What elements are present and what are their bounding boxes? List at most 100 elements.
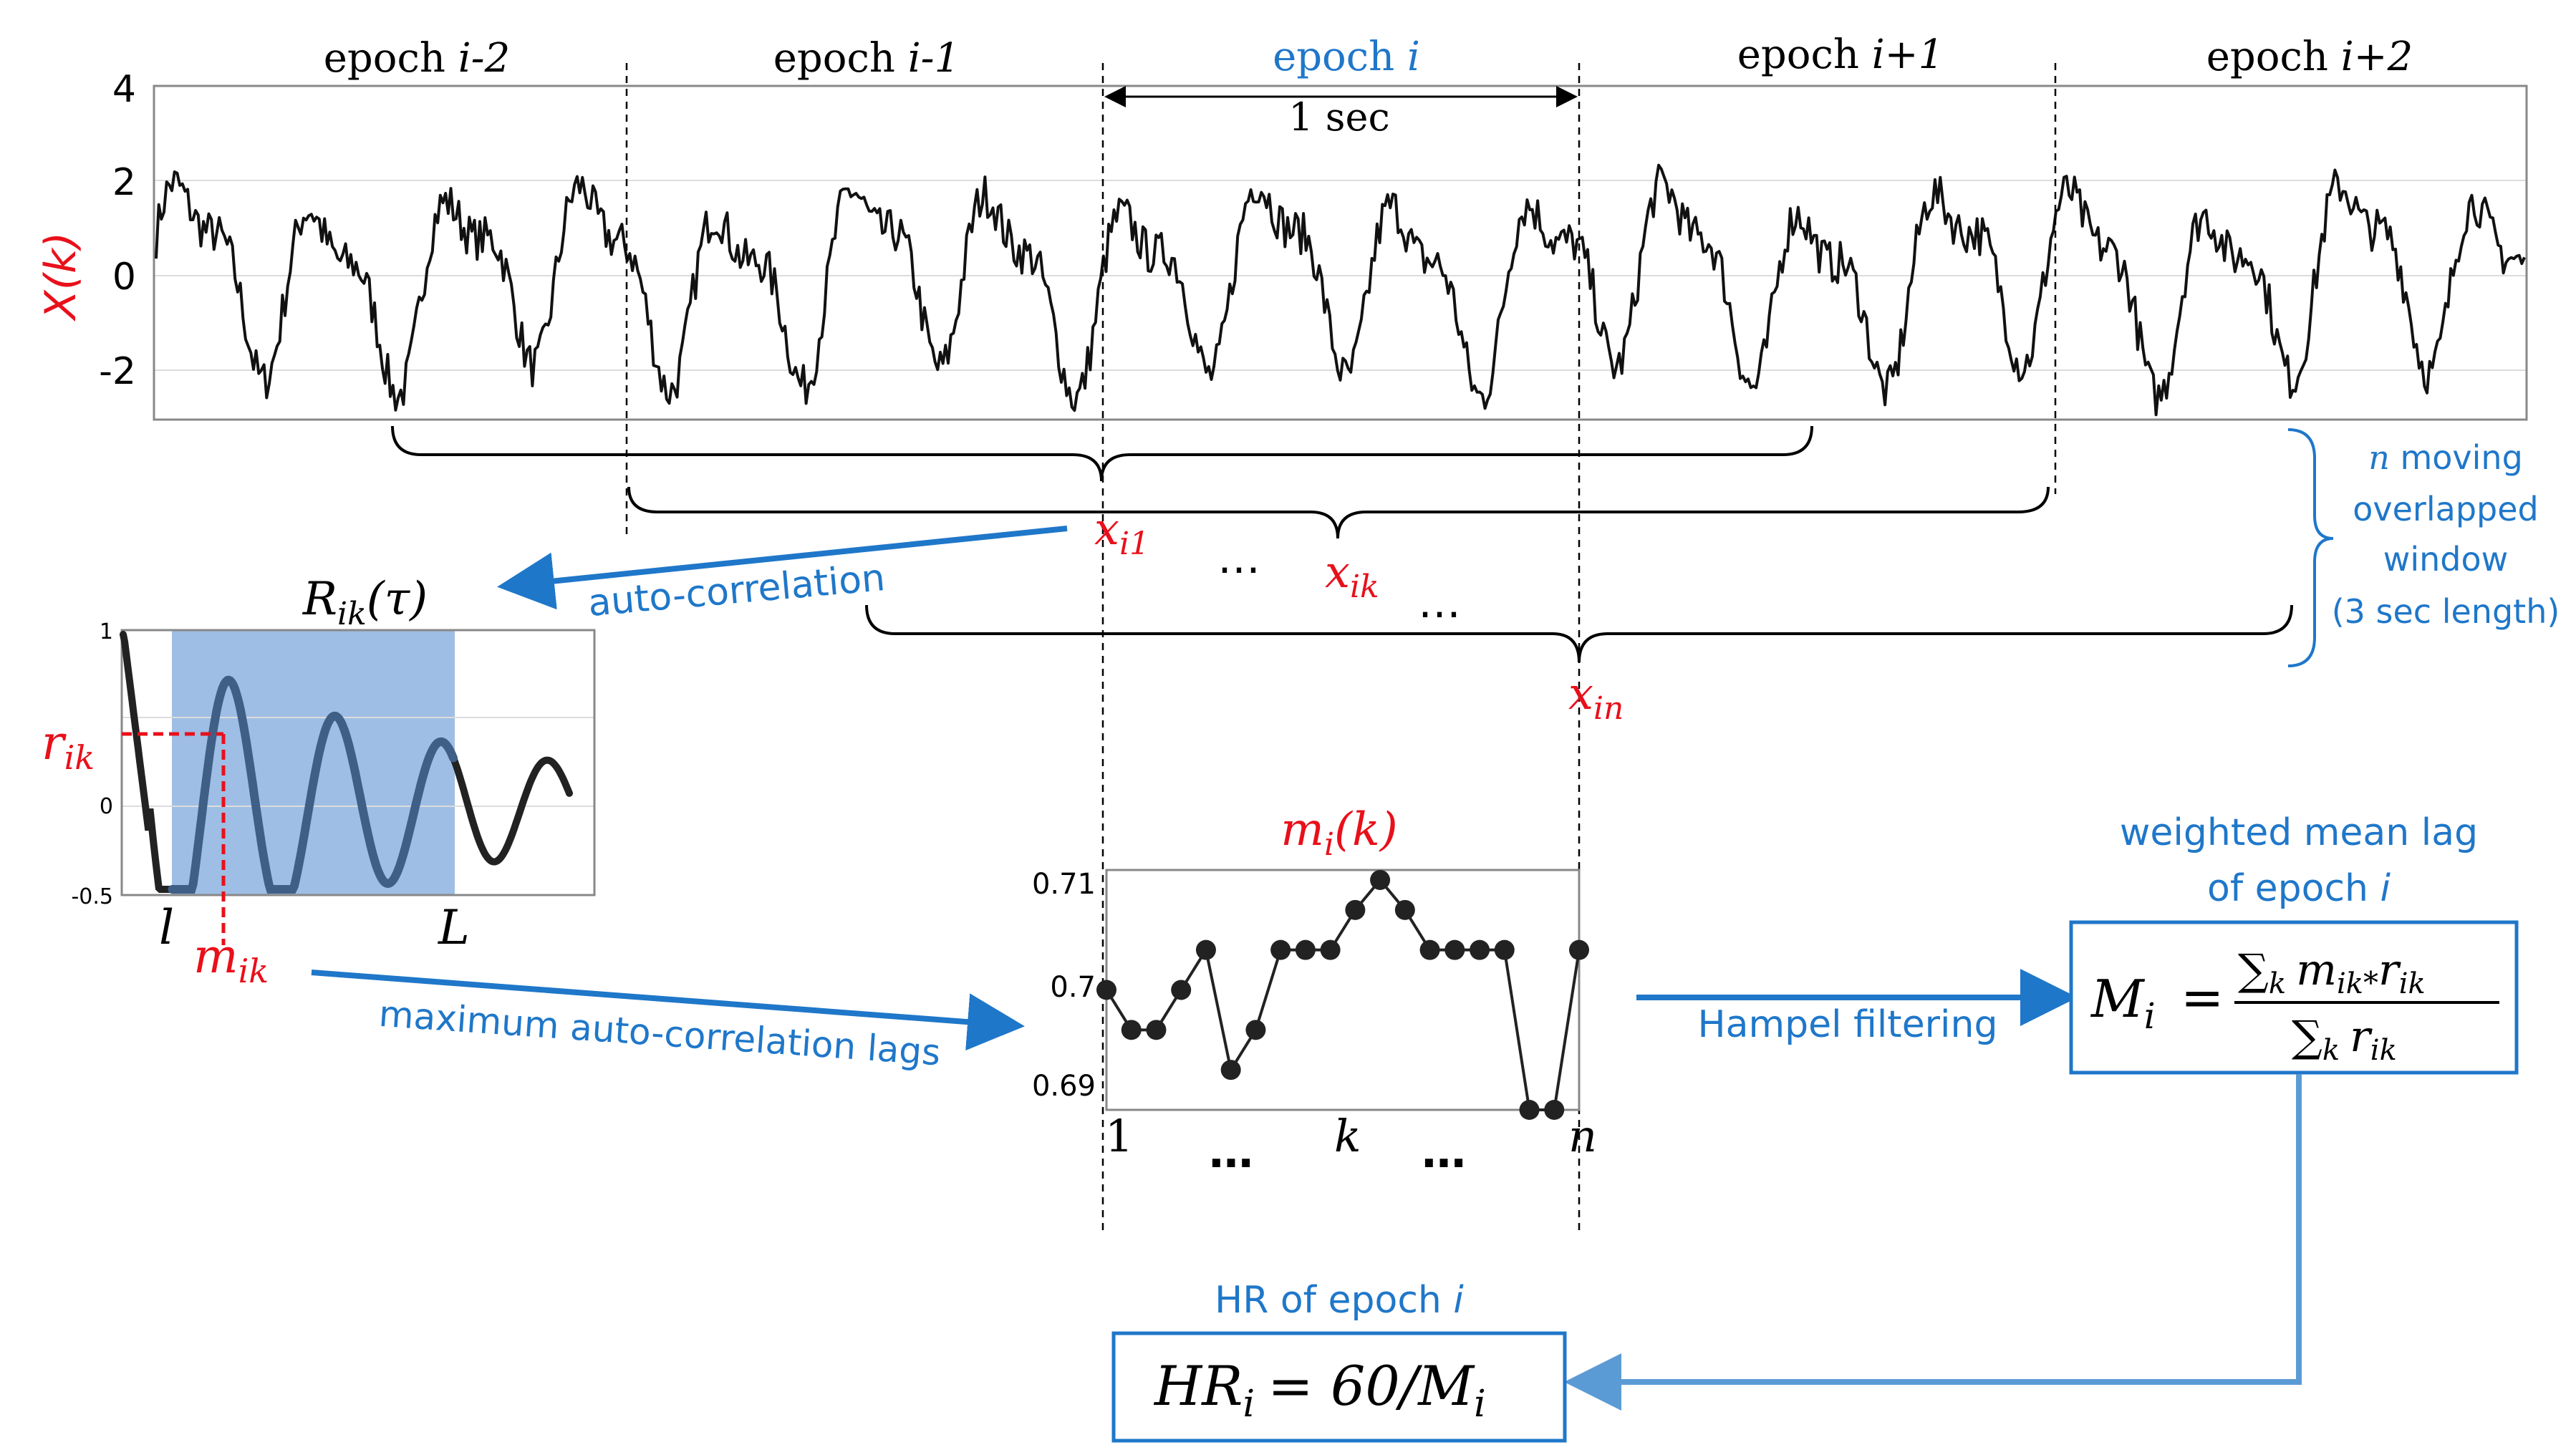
mi-point bbox=[1146, 1020, 1167, 1040]
epoch-word: epoch bbox=[1737, 32, 1859, 78]
times-op: * bbox=[2363, 965, 2378, 1000]
epoch-index: i bbox=[1407, 34, 1420, 80]
mi-point bbox=[1494, 939, 1515, 960]
mi-point bbox=[1270, 939, 1291, 960]
window-brace-3 bbox=[865, 604, 2293, 663]
r-symbol: r bbox=[2350, 1012, 2373, 1062]
mi-point bbox=[1171, 980, 1192, 1000]
m-symbol: m bbox=[2296, 945, 2337, 995]
epoch-word: epoch bbox=[2206, 34, 2328, 80]
dots-1: … bbox=[1217, 533, 1260, 584]
note-moving: moving bbox=[2390, 438, 2523, 477]
epoch-label-i+1: epoch i+1 bbox=[1737, 32, 1944, 78]
mi-point bbox=[1394, 899, 1415, 920]
autocorrelation-title: Rik(τ) bbox=[302, 573, 428, 632]
epoch-label-i-2: epoch i-2 bbox=[324, 35, 510, 82]
signal-ylabel: X(k) bbox=[36, 232, 86, 322]
epoch-label-i-1: epoch i-1 bbox=[773, 35, 960, 82]
autocorrelation-curve-in-window bbox=[168, 675, 458, 894]
hr-subscript: i bbox=[1243, 1383, 1255, 1426]
mi-y-tick-071: 0.71 bbox=[1032, 868, 1096, 901]
epoch-word: epoch bbox=[1273, 34, 1394, 80]
epoch-label-i+2: epoch i+2 bbox=[2206, 34, 2413, 80]
title-R: R bbox=[302, 573, 337, 626]
l-label: l bbox=[159, 900, 174, 955]
formula-equals: = bbox=[2181, 967, 2224, 1028]
x-subscript: in bbox=[1593, 690, 1624, 727]
mi-y-tick-070: 0.7 bbox=[1050, 971, 1096, 1004]
mi-x-dots-2: … bbox=[1422, 1126, 1466, 1178]
r-symbol: r bbox=[2378, 945, 2401, 995]
mi-point bbox=[1345, 899, 1366, 920]
lags-arrow bbox=[311, 970, 1025, 1051]
y-tick-4: 4 bbox=[112, 68, 136, 111]
ac-y-tick-1: 1 bbox=[100, 619, 113, 644]
formula-denominator: ∑k rik bbox=[2292, 1012, 2397, 1067]
title-text: of epoch bbox=[2207, 867, 2380, 910]
mi-point bbox=[1370, 869, 1391, 890]
x-subscript: ik bbox=[1350, 569, 1379, 605]
mi-x-k: k bbox=[1334, 1110, 1361, 1162]
autocorrelation-frame bbox=[120, 629, 596, 896]
formula-lhs: Mi bbox=[2090, 969, 2156, 1037]
sum-sign: ∑ bbox=[2238, 945, 2269, 995]
ac-y-tick-0: 0 bbox=[100, 794, 113, 819]
r-ik-label: rik bbox=[42, 715, 95, 777]
note-n: n bbox=[2368, 438, 2390, 477]
window-braces bbox=[391, 425, 2293, 663]
weighted-mean-title-2: of epoch i bbox=[2207, 867, 2391, 910]
hr-title-i: i bbox=[1453, 1279, 1464, 1322]
note-line-3: window bbox=[2383, 540, 2509, 579]
title-sub: i bbox=[1324, 826, 1334, 863]
mi-point bbox=[1320, 939, 1341, 960]
window-label-x-in: xin bbox=[1568, 667, 1624, 727]
note-line-1: n moving bbox=[2368, 438, 2523, 477]
hr-rhs-subscript: i bbox=[1474, 1383, 1486, 1426]
note-line-4: (3 sec length) bbox=[2332, 592, 2560, 631]
note-line-2: overlapped bbox=[2353, 490, 2538, 528]
mi-point bbox=[1195, 939, 1216, 960]
y-tick-2: 2 bbox=[112, 161, 136, 204]
signal-plot: 4 2 0 -2 X(k) epoch i-2 epoch i-1 epoch … bbox=[36, 32, 2528, 421]
mi-x-dots-1: … bbox=[1209, 1126, 1253, 1178]
window-brace-1 bbox=[391, 425, 1813, 482]
hr-connector-arrow bbox=[1564, 1074, 2302, 1411]
r-sub: ik bbox=[2370, 1034, 2397, 1067]
title-arg: (k) bbox=[1334, 803, 1398, 856]
epoch-label-i: epoch i bbox=[1273, 34, 1420, 80]
weighted-mean-formula: Mi = ∑k mik*rik ∑k rik bbox=[2090, 945, 2499, 1067]
L-label: L bbox=[438, 900, 470, 955]
title-m: m bbox=[1280, 803, 1324, 856]
mi-x-first: 1 bbox=[1105, 1110, 1133, 1162]
mi-point bbox=[1121, 1020, 1142, 1040]
autocorrelation-arrow bbox=[497, 526, 1068, 610]
signal-trace bbox=[155, 163, 2526, 417]
hr-title-text: HR of epoch bbox=[1215, 1279, 1453, 1322]
mi-point bbox=[1444, 939, 1465, 960]
epoch-index: i+1 bbox=[1872, 32, 1944, 78]
weighted-mean-title-1: weighted mean lag bbox=[2120, 811, 2478, 854]
M-subscript: i bbox=[2144, 995, 2156, 1037]
r-symbol: r bbox=[42, 715, 67, 770]
m-ik-label: mik bbox=[193, 929, 269, 990]
sum-sign: ∑ bbox=[2292, 1012, 2322, 1062]
mi-point bbox=[1544, 1100, 1565, 1120]
epoch-word: epoch bbox=[324, 35, 445, 82]
hr-rhs: = 60/M bbox=[1268, 1354, 1475, 1418]
window-brace-2 bbox=[627, 486, 2050, 539]
epoch-index: i+2 bbox=[2341, 34, 2413, 80]
m-symbol: m bbox=[193, 929, 238, 984]
moving-window-brace bbox=[2287, 428, 2334, 667]
window-label-x-ik: xik bbox=[1325, 546, 1379, 605]
ac-y-tick-minus05: -0.5 bbox=[71, 884, 113, 909]
one-sec-label: 1 sec bbox=[1288, 95, 1389, 140]
hr-formula: HRi = 60/Mi bbox=[1153, 1354, 1486, 1426]
hampel-label: Hampel filtering bbox=[1698, 1003, 1998, 1046]
mi-point bbox=[1220, 1060, 1241, 1081]
autocorrelation-plot: 1 0 -0.5 Rik(τ) rik l L mik bbox=[42, 573, 596, 990]
r-subscript: ik bbox=[64, 738, 95, 777]
epoch-word: epoch bbox=[773, 35, 895, 82]
autocorrelation-label: auto-correlation bbox=[587, 556, 887, 625]
title-i: i bbox=[2380, 867, 2391, 910]
